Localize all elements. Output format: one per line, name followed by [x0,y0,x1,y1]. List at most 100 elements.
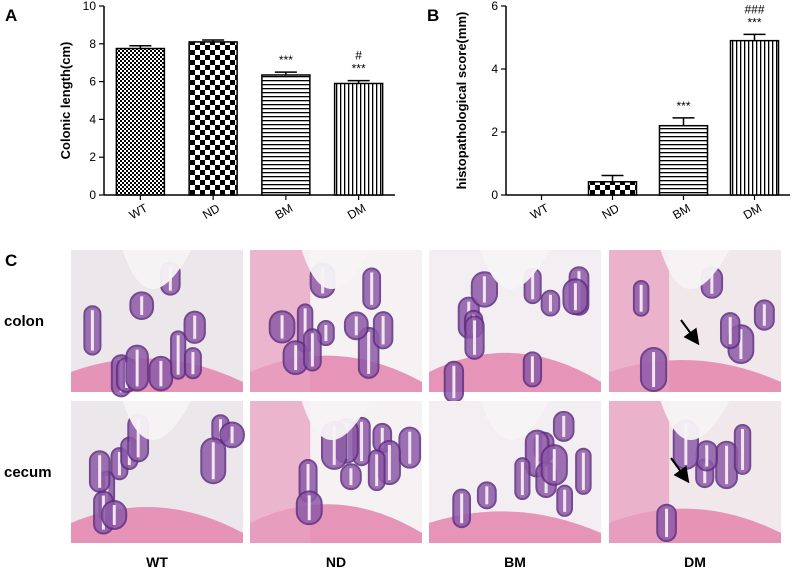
crypt-lumen [573,283,577,311]
column-label-bm: BM [504,554,526,570]
a-y-tick-label: 10 [83,0,97,13]
muscle-layer [429,511,601,543]
micrograph-colon-nd [250,250,422,392]
arrow-icon [670,457,690,484]
a-y-axis-label: Colonic length(cm) [58,42,73,160]
lumen [122,250,192,290]
a-significance-bm: *** [279,53,293,67]
crypt-lumen [452,365,456,399]
crypt-lumen [303,308,307,348]
b-y-axis-label: histopathological score(mm) [454,12,469,190]
a-y-tick-label: 8 [89,37,96,51]
crypt-lumen [370,272,374,305]
a-bar-nd [188,41,238,196]
crypt-lumen [581,452,585,490]
crypt-lumen [725,445,729,485]
crypt-lumen [705,445,709,467]
crypt-lumen [230,426,234,444]
b-x-tick-label-dm: DM [741,201,764,222]
panel-label-c: C [5,251,17,270]
crypt-lumen [473,320,477,355]
crypt-lumen [136,418,140,458]
crypt-lumen [98,455,102,488]
b-significance-dm: *** [747,15,761,29]
a-bar-wt [115,47,166,196]
crypt-lumen [306,464,310,498]
crypt-lumen [354,316,358,336]
b-y-tick-label: 0 [491,188,498,202]
panel-label-a: A [5,6,17,25]
a-bar-dm [333,82,384,196]
b-significance-dm: ### [744,2,764,16]
crypt-lumen [381,316,385,345]
a-y-tick-label: 0 [89,188,96,202]
b-x-tick-label-wt: WT [528,200,552,222]
crypt-lumen [460,493,464,524]
crypt-lumen [280,315,284,339]
crypt-lumen [485,486,489,505]
column-label-wt: WT [146,554,168,570]
b-bar-bm [658,124,709,196]
crypt-lumen [408,431,412,464]
column-label-dm: DM [684,554,706,570]
crypt-lumen [552,449,556,481]
row-label-cecum: cecum [4,464,52,481]
a-x-tick-label-wt: WT [127,200,151,222]
lumen [480,401,550,441]
crypt-lumen [531,272,535,300]
crypt-lumen [117,452,121,476]
a-bar-bm [261,74,311,196]
micrograph-grid: colon cecum WT ND BM DM [4,250,781,570]
crypt-lumen [652,352,656,388]
crypt-lumen [665,508,669,537]
crypt-lumen [482,276,486,303]
a-y-tick-label: 4 [89,112,96,126]
crypt-lumen [535,434,539,473]
b-bar-nd [587,181,638,196]
lumen [301,250,371,290]
crypt-lumen [387,444,391,481]
column-label-nd: ND [326,554,346,570]
chart-histopathological-score: 0 2 4 6 histopathological score(mm) WT ND BM ***… [454,0,790,222]
micrograph-colon-wt [71,250,243,398]
crypt-lumen [367,331,371,374]
crypt-lumen [703,463,707,484]
a-significance-dm: # [355,49,362,63]
b-x-tick-label-bm: BM [670,201,693,222]
a-x-tick-label-dm: DM [345,201,368,222]
a-x-tick-label-bm: BM [273,201,296,222]
crypt-lumen [741,428,745,470]
lumen [301,401,371,441]
micrograph-cecum-dm [609,401,781,543]
a-y-tick-label: 6 [89,75,96,89]
crypt-lumen [176,335,180,375]
micrograph-cecum-wt [71,401,245,543]
b-x-tick-label-nd: ND [599,201,621,222]
crypt-lumen [548,294,552,312]
micrograph-colon-dm [609,250,781,393]
crypt-lumen [211,442,215,480]
crypt-lumen [310,333,314,367]
crypt-lumen [639,284,643,312]
row-label-colon: colon [4,313,44,330]
crypt-lumen [520,462,524,496]
crypt-lumen [360,421,364,462]
crypt-lumen [563,489,567,512]
b-y-tick-label: 4 [491,62,498,76]
lumen [660,401,730,441]
crypt-lumen [332,426,336,465]
crypt-lumen [159,360,163,387]
crypt-lumen [562,415,566,437]
crypt-lumen [90,310,94,351]
b-bar-dm [729,39,780,196]
crypt-lumen [349,468,353,486]
crypt-lumen [710,271,714,294]
muscle-layer [429,352,601,392]
crypt-lumen [112,505,116,525]
crypt-lumen [684,424,688,465]
a-x-tick-label-nd: ND [200,201,222,222]
crypt-lumen [728,317,732,345]
crypt-lumen [380,427,384,449]
lumen [480,250,550,290]
